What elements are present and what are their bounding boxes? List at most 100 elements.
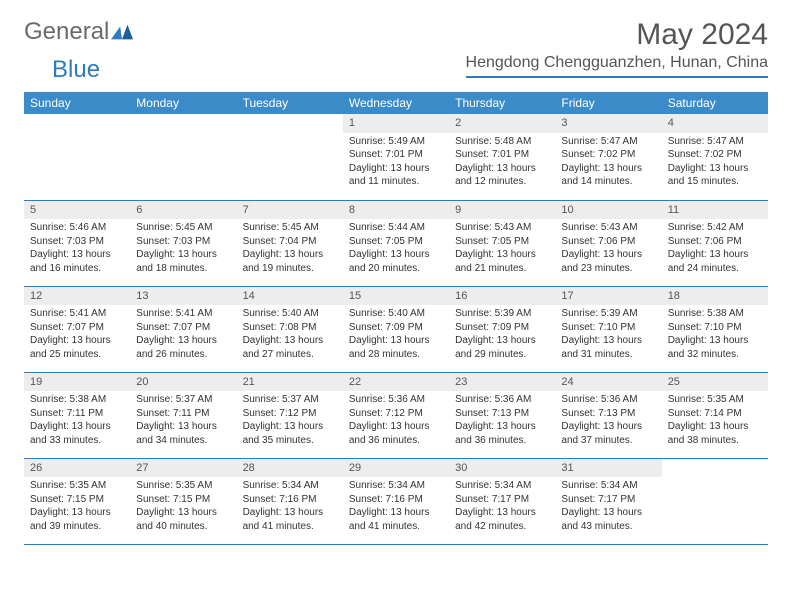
daylight-text: Daylight: 13 hours and 25 minutes. xyxy=(30,334,124,361)
day-number: 31 xyxy=(555,459,661,478)
daylight-text: Daylight: 13 hours and 37 minutes. xyxy=(561,420,655,447)
day-body: Sunrise: 5:48 AMSunset: 7:01 PMDaylight:… xyxy=(449,133,555,193)
day-body xyxy=(130,133,236,139)
sunrise-text: Sunrise: 5:43 AM xyxy=(561,221,655,235)
day-number: 5 xyxy=(24,201,130,220)
daylight-text: Daylight: 13 hours and 33 minutes. xyxy=(30,420,124,447)
calendar-cell xyxy=(130,114,236,200)
sunset-text: Sunset: 7:13 PM xyxy=(455,407,549,421)
sunset-text: Sunset: 7:07 PM xyxy=(136,321,230,335)
day-number: 14 xyxy=(237,287,343,306)
daylight-text: Daylight: 13 hours and 36 minutes. xyxy=(455,420,549,447)
calendar-cell: 4Sunrise: 5:47 AMSunset: 7:02 PMDaylight… xyxy=(662,114,768,200)
day-number xyxy=(24,114,130,133)
day-body: Sunrise: 5:47 AMSunset: 7:02 PMDaylight:… xyxy=(662,133,768,193)
day-number: 8 xyxy=(343,201,449,220)
logo-text-general: General xyxy=(24,18,109,46)
day-number: 12 xyxy=(24,287,130,306)
day-header: Thursday xyxy=(449,92,555,114)
sunrise-text: Sunrise: 5:49 AM xyxy=(349,135,443,149)
day-number: 26 xyxy=(24,459,130,478)
day-number: 25 xyxy=(662,373,768,392)
daylight-text: Daylight: 13 hours and 28 minutes. xyxy=(349,334,443,361)
calendar-cell: 2Sunrise: 5:48 AMSunset: 7:01 PMDaylight… xyxy=(449,114,555,200)
calendar-row: 26Sunrise: 5:35 AMSunset: 7:15 PMDayligh… xyxy=(24,458,768,544)
daylight-text: Daylight: 13 hours and 39 minutes. xyxy=(30,506,124,533)
sunrise-text: Sunrise: 5:37 AM xyxy=(136,393,230,407)
calendar-cell: 18Sunrise: 5:38 AMSunset: 7:10 PMDayligh… xyxy=(662,286,768,372)
day-body: Sunrise: 5:46 AMSunset: 7:03 PMDaylight:… xyxy=(24,219,130,279)
logo-mark-icon xyxy=(111,24,133,40)
day-number: 2 xyxy=(449,114,555,133)
calendar-cell: 8Sunrise: 5:44 AMSunset: 7:05 PMDaylight… xyxy=(343,200,449,286)
day-body: Sunrise: 5:34 AMSunset: 7:17 PMDaylight:… xyxy=(449,477,555,537)
sunset-text: Sunset: 7:11 PM xyxy=(30,407,124,421)
location-text: Hengdong Chengguanzhen, Hunan, China xyxy=(466,54,768,78)
day-body: Sunrise: 5:35 AMSunset: 7:15 PMDaylight:… xyxy=(24,477,130,537)
day-body: Sunrise: 5:45 AMSunset: 7:04 PMDaylight:… xyxy=(237,219,343,279)
sunset-text: Sunset: 7:05 PM xyxy=(455,235,549,249)
calendar-cell: 1Sunrise: 5:49 AMSunset: 7:01 PMDaylight… xyxy=(343,114,449,200)
calendar-cell: 20Sunrise: 5:37 AMSunset: 7:11 PMDayligh… xyxy=(130,372,236,458)
day-number: 30 xyxy=(449,459,555,478)
day-number: 13 xyxy=(130,287,236,306)
day-number: 21 xyxy=(237,373,343,392)
daylight-text: Daylight: 13 hours and 41 minutes. xyxy=(349,506,443,533)
day-body: Sunrise: 5:39 AMSunset: 7:09 PMDaylight:… xyxy=(449,305,555,365)
calendar-row: 19Sunrise: 5:38 AMSunset: 7:11 PMDayligh… xyxy=(24,372,768,458)
daylight-text: Daylight: 13 hours and 34 minutes. xyxy=(136,420,230,447)
day-body: Sunrise: 5:43 AMSunset: 7:06 PMDaylight:… xyxy=(555,219,661,279)
daylight-text: Daylight: 13 hours and 24 minutes. xyxy=(668,248,762,275)
daylight-text: Daylight: 13 hours and 43 minutes. xyxy=(561,506,655,533)
sunrise-text: Sunrise: 5:36 AM xyxy=(561,393,655,407)
calendar-cell: 17Sunrise: 5:39 AMSunset: 7:10 PMDayligh… xyxy=(555,286,661,372)
calendar-cell: 22Sunrise: 5:36 AMSunset: 7:12 PMDayligh… xyxy=(343,372,449,458)
sunset-text: Sunset: 7:03 PM xyxy=(136,235,230,249)
calendar-cell: 23Sunrise: 5:36 AMSunset: 7:13 PMDayligh… xyxy=(449,372,555,458)
month-title: May 2024 xyxy=(466,18,768,52)
sunrise-text: Sunrise: 5:46 AM xyxy=(30,221,124,235)
daylight-text: Daylight: 13 hours and 31 minutes. xyxy=(561,334,655,361)
sunrise-text: Sunrise: 5:36 AM xyxy=(455,393,549,407)
day-header: Tuesday xyxy=(237,92,343,114)
calendar-row: 12Sunrise: 5:41 AMSunset: 7:07 PMDayligh… xyxy=(24,286,768,372)
sunset-text: Sunset: 7:11 PM xyxy=(136,407,230,421)
sunrise-text: Sunrise: 5:35 AM xyxy=(136,479,230,493)
sunrise-text: Sunrise: 5:45 AM xyxy=(243,221,337,235)
sunset-text: Sunset: 7:14 PM xyxy=(668,407,762,421)
day-header: Monday xyxy=(130,92,236,114)
sunset-text: Sunset: 7:09 PM xyxy=(455,321,549,335)
sunrise-text: Sunrise: 5:38 AM xyxy=(668,307,762,321)
calendar-cell: 19Sunrise: 5:38 AMSunset: 7:11 PMDayligh… xyxy=(24,372,130,458)
sunset-text: Sunset: 7:12 PM xyxy=(243,407,337,421)
sunset-text: Sunset: 7:15 PM xyxy=(136,493,230,507)
day-number xyxy=(130,114,236,133)
calendar-cell: 24Sunrise: 5:36 AMSunset: 7:13 PMDayligh… xyxy=(555,372,661,458)
daylight-text: Daylight: 13 hours and 32 minutes. xyxy=(668,334,762,361)
sunrise-text: Sunrise: 5:42 AM xyxy=(668,221,762,235)
calendar-cell: 25Sunrise: 5:35 AMSunset: 7:14 PMDayligh… xyxy=(662,372,768,458)
day-body xyxy=(237,133,343,139)
day-body: Sunrise: 5:35 AMSunset: 7:15 PMDaylight:… xyxy=(130,477,236,537)
sunset-text: Sunset: 7:04 PM xyxy=(243,235,337,249)
day-header: Saturday xyxy=(662,92,768,114)
day-body: Sunrise: 5:34 AMSunset: 7:16 PMDaylight:… xyxy=(343,477,449,537)
calendar-cell: 6Sunrise: 5:45 AMSunset: 7:03 PMDaylight… xyxy=(130,200,236,286)
sunrise-text: Sunrise: 5:39 AM xyxy=(455,307,549,321)
day-number: 16 xyxy=(449,287,555,306)
sunset-text: Sunset: 7:03 PM xyxy=(30,235,124,249)
sunrise-text: Sunrise: 5:47 AM xyxy=(668,135,762,149)
calendar-cell: 11Sunrise: 5:42 AMSunset: 7:06 PMDayligh… xyxy=(662,200,768,286)
calendar-cell xyxy=(24,114,130,200)
day-body: Sunrise: 5:38 AMSunset: 7:10 PMDaylight:… xyxy=(662,305,768,365)
sunrise-text: Sunrise: 5:34 AM xyxy=(243,479,337,493)
day-number xyxy=(662,459,768,478)
sunrise-text: Sunrise: 5:35 AM xyxy=(30,479,124,493)
sunrise-text: Sunrise: 5:40 AM xyxy=(349,307,443,321)
day-number: 3 xyxy=(555,114,661,133)
logo: General xyxy=(24,18,133,46)
calendar-cell: 14Sunrise: 5:40 AMSunset: 7:08 PMDayligh… xyxy=(237,286,343,372)
day-number: 29 xyxy=(343,459,449,478)
daylight-text: Daylight: 13 hours and 36 minutes. xyxy=(349,420,443,447)
day-number: 19 xyxy=(24,373,130,392)
